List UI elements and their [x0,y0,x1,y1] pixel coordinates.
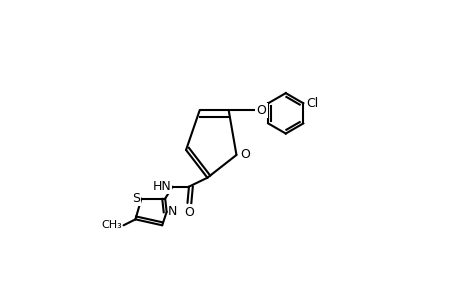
Text: O: O [240,148,249,161]
Text: N: N [168,206,177,218]
Text: CH₃: CH₃ [101,220,122,230]
Text: O: O [256,104,266,117]
Text: HN: HN [152,180,171,193]
Text: Cl: Cl [306,97,318,110]
Text: O: O [184,206,194,219]
Text: S: S [132,192,140,205]
